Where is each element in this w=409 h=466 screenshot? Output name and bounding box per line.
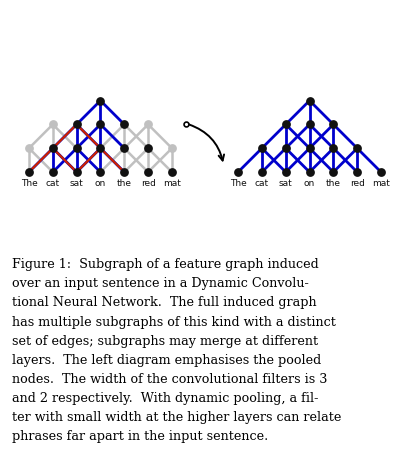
Point [144, 121, 151, 128]
Text: cat: cat [254, 179, 268, 188]
Point [353, 144, 360, 152]
Point [282, 168, 288, 176]
Text: ter with small width at the higher layers can relate: ter with small width at the higher layer… [12, 411, 341, 424]
Point [49, 168, 56, 176]
Text: and 2 respectively.  With dynamic pooling, a fil-: and 2 respectively. With dynamic pooling… [12, 392, 318, 405]
Point [329, 121, 336, 128]
Point [121, 168, 127, 176]
Text: the: the [117, 179, 131, 188]
Point [377, 168, 383, 176]
Text: has multiple subgraphs of this kind with a distinct: has multiple subgraphs of this kind with… [12, 315, 335, 329]
Text: mat: mat [163, 179, 180, 188]
Point [168, 144, 175, 152]
Point [353, 168, 360, 176]
Text: mat: mat [371, 179, 389, 188]
Point [306, 144, 312, 152]
Point [282, 121, 288, 128]
Point [168, 168, 175, 176]
Point [26, 144, 32, 152]
Point [49, 144, 56, 152]
Point [97, 168, 103, 176]
Point [282, 144, 288, 152]
Point [329, 168, 336, 176]
Text: The: The [229, 179, 246, 188]
Text: Figure 1:  Subgraph of a feature graph induced: Figure 1: Subgraph of a feature graph in… [12, 258, 318, 271]
Point [73, 168, 80, 176]
Point [306, 121, 312, 128]
Text: red: red [140, 179, 155, 188]
Text: sat: sat [278, 179, 292, 188]
Point [306, 168, 312, 176]
Point [258, 168, 265, 176]
Point [306, 97, 312, 104]
Text: nodes.  The width of the convolutional filters is 3: nodes. The width of the convolutional fi… [12, 373, 327, 386]
Point [121, 121, 127, 128]
Text: on: on [94, 179, 106, 188]
Text: over an input sentence in a Dynamic Convolu-: over an input sentence in a Dynamic Conv… [12, 277, 308, 290]
Point [49, 121, 56, 128]
Point [121, 144, 127, 152]
Point [73, 144, 80, 152]
Text: set of edges; subgraphs may merge at different: set of edges; subgraphs may merge at dif… [12, 335, 318, 348]
Point [144, 144, 151, 152]
Text: the: the [325, 179, 340, 188]
Point [234, 168, 241, 176]
Text: tional Neural Network.  The full induced graph: tional Neural Network. The full induced … [12, 296, 316, 309]
Point [329, 144, 336, 152]
Text: on: on [303, 179, 315, 188]
Text: phrases far apart in the input sentence.: phrases far apart in the input sentence. [12, 430, 268, 443]
Text: The: The [20, 179, 37, 188]
Point [97, 144, 103, 152]
Text: sat: sat [70, 179, 83, 188]
Text: red: red [349, 179, 364, 188]
Point [73, 121, 80, 128]
Point [258, 144, 265, 152]
Point [144, 168, 151, 176]
Point [97, 121, 103, 128]
Point [97, 97, 103, 104]
Point [26, 168, 32, 176]
Text: layers.  The left diagram emphasises the pooled: layers. The left diagram emphasises the … [12, 354, 321, 367]
Text: cat: cat [46, 179, 60, 188]
